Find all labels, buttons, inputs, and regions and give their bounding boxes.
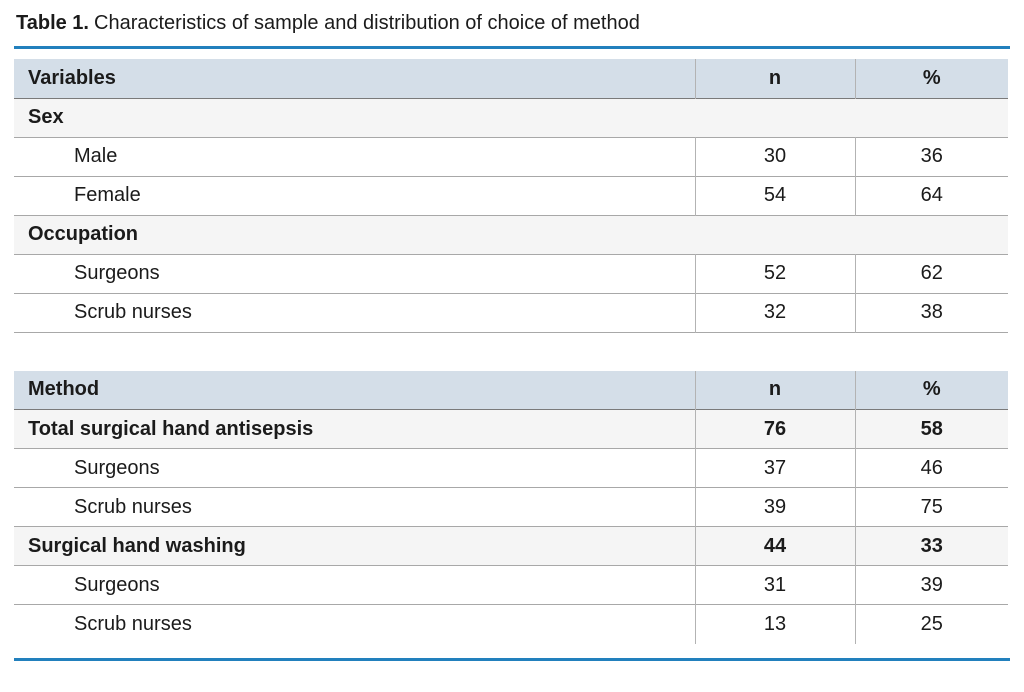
bottom-rule [14,657,1010,661]
table-caption-text: Characteristics of sample and distributi… [94,12,640,34]
table-row: Surgeons 37 46 [14,448,1008,488]
method-total-row: Total surgical hand antisepsis 76 58 [14,409,1008,449]
row-label: Surgeons [74,262,160,284]
header-row: Variables n % [14,59,1008,98]
row-label: Scrub nurses [74,301,192,323]
section-row: Occupation [14,215,1008,254]
row-label: Total surgical hand antisepsis [14,409,695,449]
percent-value: 33 [854,526,1008,566]
n-value: 31 [694,565,855,605]
table-row: Male 30 36 [14,137,1008,176]
table-row: Scrub nurses 13 25 [14,604,1008,644]
column-header-n: n [694,370,855,410]
method-total-row: Surgical hand washing 44 33 [14,526,1008,566]
n-value: 13 [694,604,855,644]
column-header-variables: Variables [14,59,695,98]
percent-value: 58 [854,409,1008,449]
n-value: 44 [694,526,855,566]
row-label: Surgical hand washing [14,526,695,566]
n-value: 76 [694,409,855,449]
row-label: Scrub nurses [74,612,192,635]
column-header-method: Method [14,370,695,410]
characteristics-table: Variables n % Sex Male 30 36 Female 54 6… [14,59,1008,333]
row-label: Sex [14,98,1008,137]
percent-value: 75 [854,487,1008,527]
table-row: Female 54 64 [14,176,1008,215]
n-value: 30 [694,137,855,176]
n-value: 32 [694,293,855,332]
row-label: Scrub nurses [74,495,192,518]
column-header-percent: % [854,370,1008,410]
method-table: Method n % Total surgical hand antisepsi… [14,370,1008,644]
n-value: 52 [694,254,855,293]
table-row: Scrub nurses 32 38 [14,293,1008,332]
row-label: Occupation [14,215,1008,254]
row-label: Surgeons [74,573,160,596]
percent-value: 46 [854,448,1008,488]
table-row: Surgeons 31 39 [14,565,1008,605]
top-rule [14,46,1010,49]
table-row: Surgeons 52 62 [14,254,1008,293]
table-caption: Table 1. Characteristics of sample and di… [16,11,1008,36]
header-row: Method n % [14,370,1008,410]
row-label: Surgeons [74,456,160,479]
column-header-n: n [694,59,855,98]
percent-value: 38 [854,293,1008,332]
percent-value: 36 [854,137,1008,176]
n-value: 37 [694,448,855,488]
percent-value: 39 [854,565,1008,605]
n-value: 39 [694,487,855,527]
table-row: Scrub nurses 39 75 [14,487,1008,527]
percent-value: 64 [854,176,1008,215]
percent-value: 62 [854,254,1008,293]
percent-value: 25 [854,604,1008,644]
column-header-percent: % [854,59,1008,98]
n-value: 54 [694,176,855,215]
section-row: Sex [14,98,1008,137]
row-label: Female [74,184,141,206]
row-label: Male [74,145,118,167]
table-caption-number: Table 1. [16,12,89,34]
